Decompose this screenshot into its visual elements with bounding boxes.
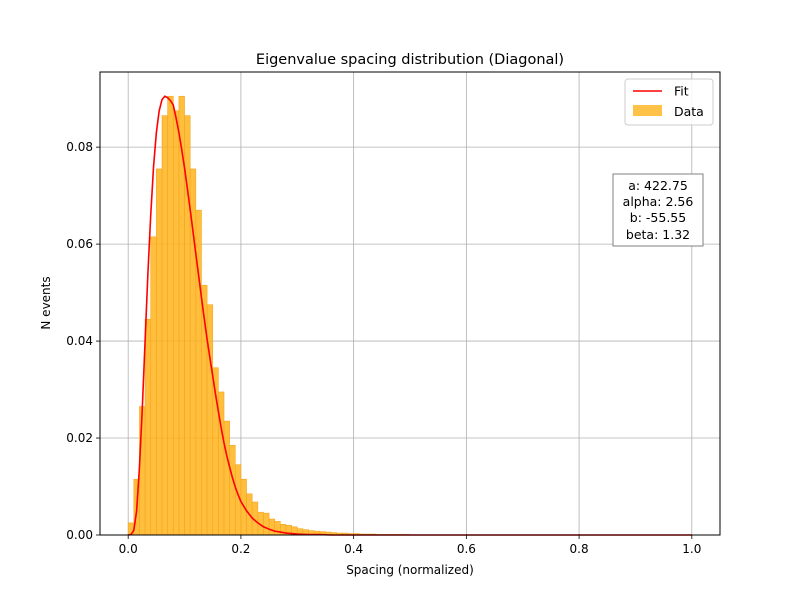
chart-title: Eigenvalue spacing distribution (Diagona… (256, 52, 564, 68)
fit-parameter-a: a: 422.75 (628, 178, 688, 193)
fit-parameters-box: a: 422.75 alpha: 2.56 b: -55.55 beta: 1.… (613, 174, 703, 246)
y-tick-label: 0.00 (66, 528, 93, 542)
y-tick-label: 0.06 (66, 237, 93, 251)
histogram-bar (156, 169, 162, 535)
x-tick-label: 1.0 (682, 542, 701, 556)
fit-parameter-beta: beta: 1.32 (626, 227, 690, 242)
histogram-bar (145, 319, 151, 535)
histogram-bar (275, 521, 281, 535)
y-tick-label: 0.02 (66, 431, 93, 445)
legend: Fit Data (625, 79, 713, 125)
histogram-bar (139, 407, 145, 535)
histogram-bar (162, 116, 168, 535)
histogram-bar (224, 421, 230, 535)
legend-data-swatch (633, 105, 662, 116)
histogram-bar (190, 169, 196, 535)
fit-parameter-b: b: -55.55 (630, 210, 686, 225)
legend-fit-label: Fit (674, 84, 689, 99)
legend-data-label: Data (674, 104, 704, 119)
histogram-bar (207, 305, 213, 535)
x-tick-label: 0.0 (119, 542, 138, 556)
histogram-bar (168, 96, 174, 535)
y-tick-label: 0.04 (66, 334, 93, 348)
histogram-bar (269, 519, 275, 535)
x-tick-label: 0.6 (457, 542, 476, 556)
x-axis-label: Spacing (normalized) (346, 563, 474, 577)
histogram-bar (151, 237, 157, 535)
x-tick-label: 0.8 (570, 542, 589, 556)
histogram-bar (230, 445, 236, 535)
y-tick-label: 0.08 (66, 140, 93, 154)
x-tick-label: 0.4 (344, 542, 363, 556)
histogram-bar (263, 513, 269, 535)
x-tick-label: 0.2 (231, 542, 250, 556)
histogram-bar (173, 111, 179, 535)
y-axis-label: N events (39, 276, 53, 329)
fit-parameter-alpha: alpha: 2.56 (623, 194, 694, 209)
